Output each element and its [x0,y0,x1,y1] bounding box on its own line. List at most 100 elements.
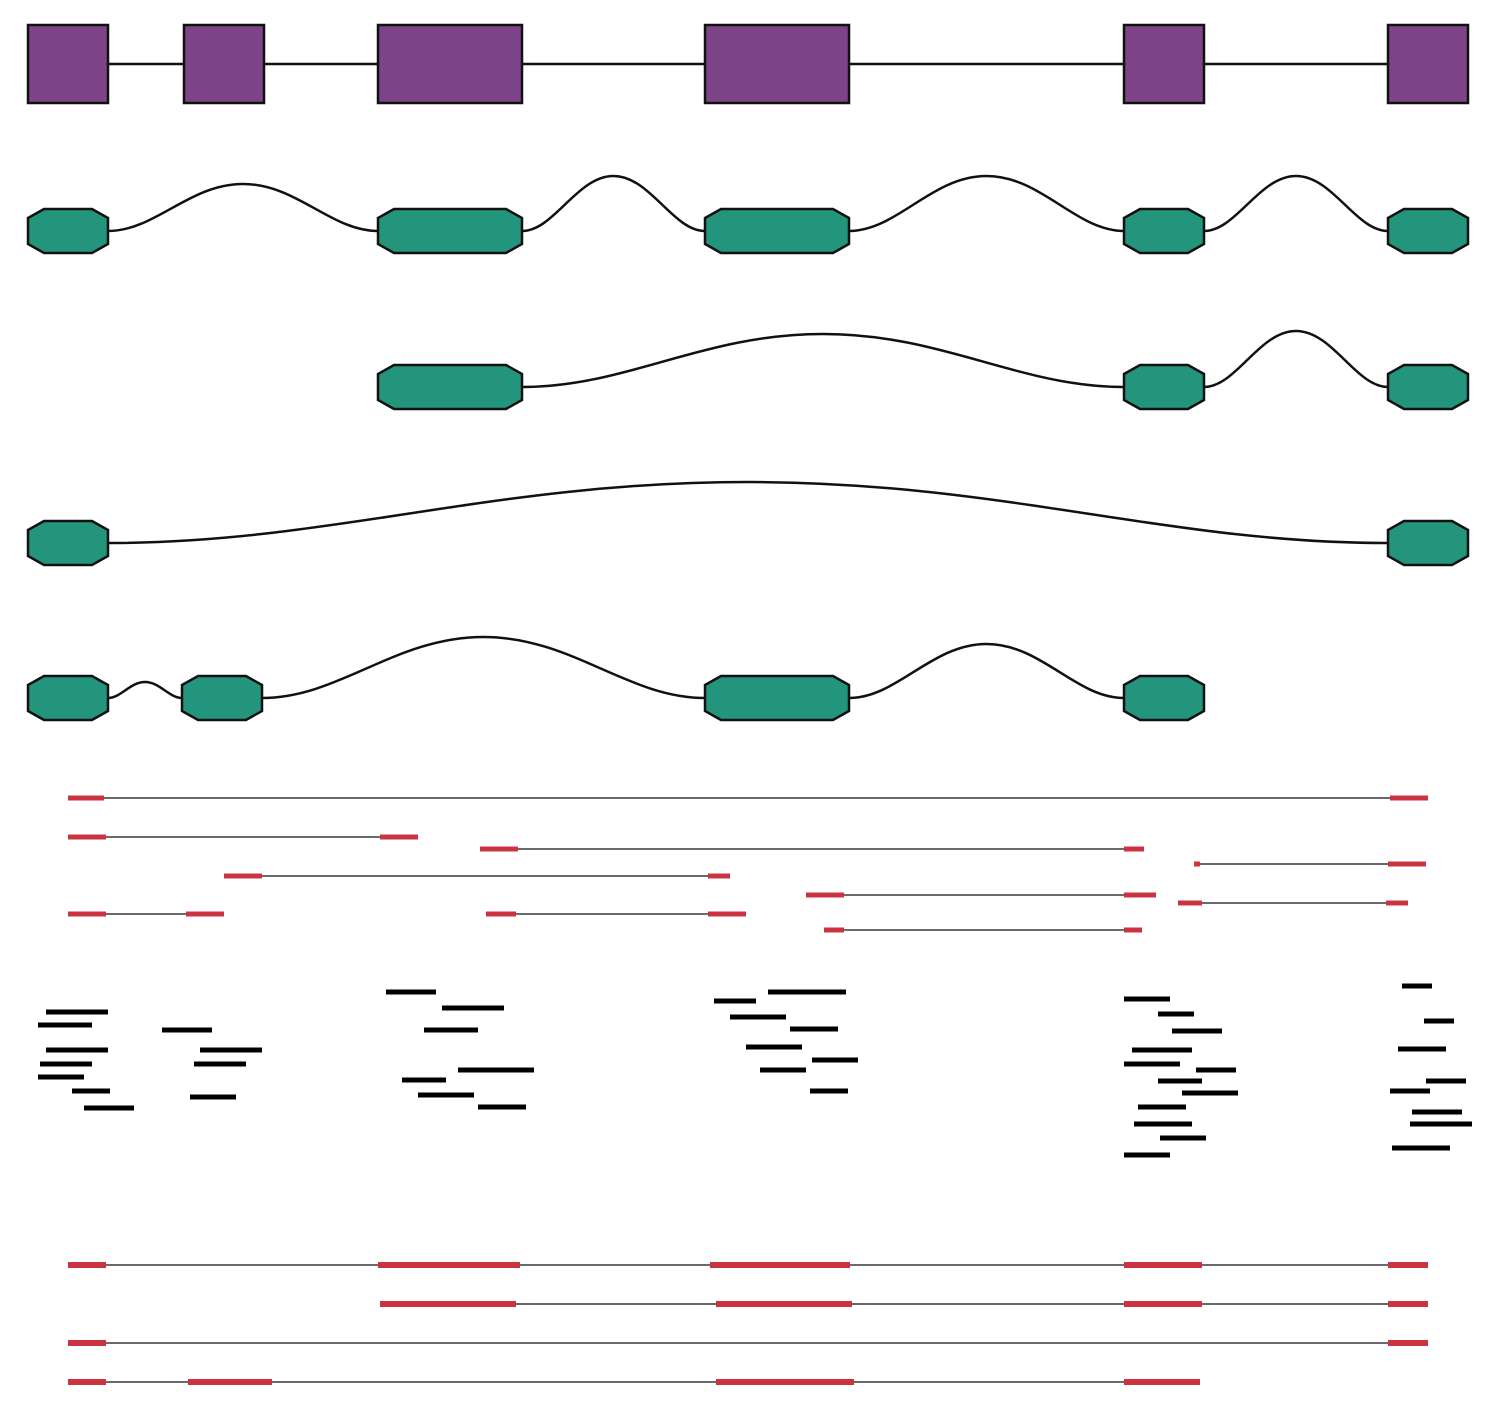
aligned-segment [186,911,224,917]
transcript-exon [378,1262,520,1268]
short-read [38,1022,92,1028]
short-read [1398,1046,1446,1052]
transcript-exon [1124,1262,1202,1268]
short-read [38,1074,84,1080]
short-read-pileup [38,983,1472,1158]
short-read [1124,1061,1180,1067]
transcript-exon [68,1340,106,1346]
aligned-segment [68,795,104,801]
short-read [1424,1018,1454,1024]
short-read [478,1104,526,1110]
short-read [162,1027,212,1033]
aligned-segment [1194,861,1200,867]
isoform-track [26,480,1470,567]
isoform-exon [180,674,264,722]
splice-arc [107,480,1389,545]
aligned-segment [1386,900,1408,906]
short-read [1158,1078,1202,1084]
aligned-segment [708,873,730,879]
junction-read [806,892,1156,898]
short-read [1402,983,1432,989]
exon-box [376,23,524,105]
transcript-exon [188,1379,272,1385]
short-read [1160,1135,1206,1141]
isoform-exon [703,207,851,255]
aligned-segment [380,834,418,840]
isoform-exon [703,674,851,722]
aligned-segment [68,911,106,917]
junction-read [480,846,1144,852]
transcript-track [380,1301,1428,1307]
junction-read-track [68,795,1428,933]
short-read [1172,1028,1222,1034]
short-read [402,1077,446,1083]
short-read [194,1061,246,1067]
short-read [812,1057,858,1063]
isoform-exon [1122,363,1206,411]
short-read [1134,1121,1192,1127]
transcript-exon [716,1301,852,1307]
short-read [730,1014,786,1020]
exon-box [703,23,851,105]
short-read [418,1092,474,1098]
aligned-segment [68,834,106,840]
junction-read [224,873,730,879]
short-read [1410,1121,1472,1127]
splice-arc [848,174,1125,233]
short-read [810,1088,848,1094]
isoform-exon [1386,363,1470,411]
junction-read [824,927,1142,933]
junction-read [68,795,1428,801]
isoform-exon [26,674,110,722]
splice-arc [521,332,1125,389]
isoform-exon [1386,519,1470,567]
transcript-exon [1124,1379,1200,1385]
short-read [442,1005,504,1011]
gene-model-track [26,23,1470,105]
transcript-exon [68,1379,106,1385]
short-read [458,1067,534,1073]
isoform-tracks [26,174,1470,722]
splice-arc [521,174,706,233]
short-read [84,1105,134,1111]
short-read [1390,1088,1430,1094]
short-read [1412,1109,1462,1115]
aligned-segment [1124,846,1144,852]
short-read [1392,1145,1450,1151]
transcript-exon [1124,1301,1202,1307]
isoform-exon [1386,207,1470,255]
short-read [746,1044,802,1050]
exon-box [26,23,110,105]
transcript-exon [380,1301,516,1307]
junction-read [486,911,746,917]
short-read [1182,1090,1238,1096]
aligned-segment [480,846,518,852]
aligned-segment [1124,927,1142,933]
short-read [386,989,436,995]
transcript-exon [710,1262,850,1268]
isoform-exon [26,519,110,567]
aligned-segment [486,911,516,917]
exon-box [1122,23,1206,105]
short-read [790,1026,838,1032]
transcript-exon [1388,1301,1428,1307]
aligned-segment [806,892,844,898]
isoform-exon [1122,207,1206,255]
short-read [714,998,756,1004]
isoform-exon [376,363,524,411]
junction-read [68,911,224,917]
junction-read [1178,900,1408,906]
short-read [1158,1011,1194,1017]
short-read [1196,1067,1236,1073]
aligned-segment [1388,861,1426,867]
short-read [1124,1152,1170,1158]
transcript-exon [68,1262,106,1268]
short-read [1132,1047,1192,1053]
short-read [72,1088,110,1094]
isoform-track [26,174,1470,255]
splice-arc [1203,329,1389,389]
splice-arc [261,635,706,700]
splice-arc [107,182,379,233]
transcript-exon [716,1379,854,1385]
